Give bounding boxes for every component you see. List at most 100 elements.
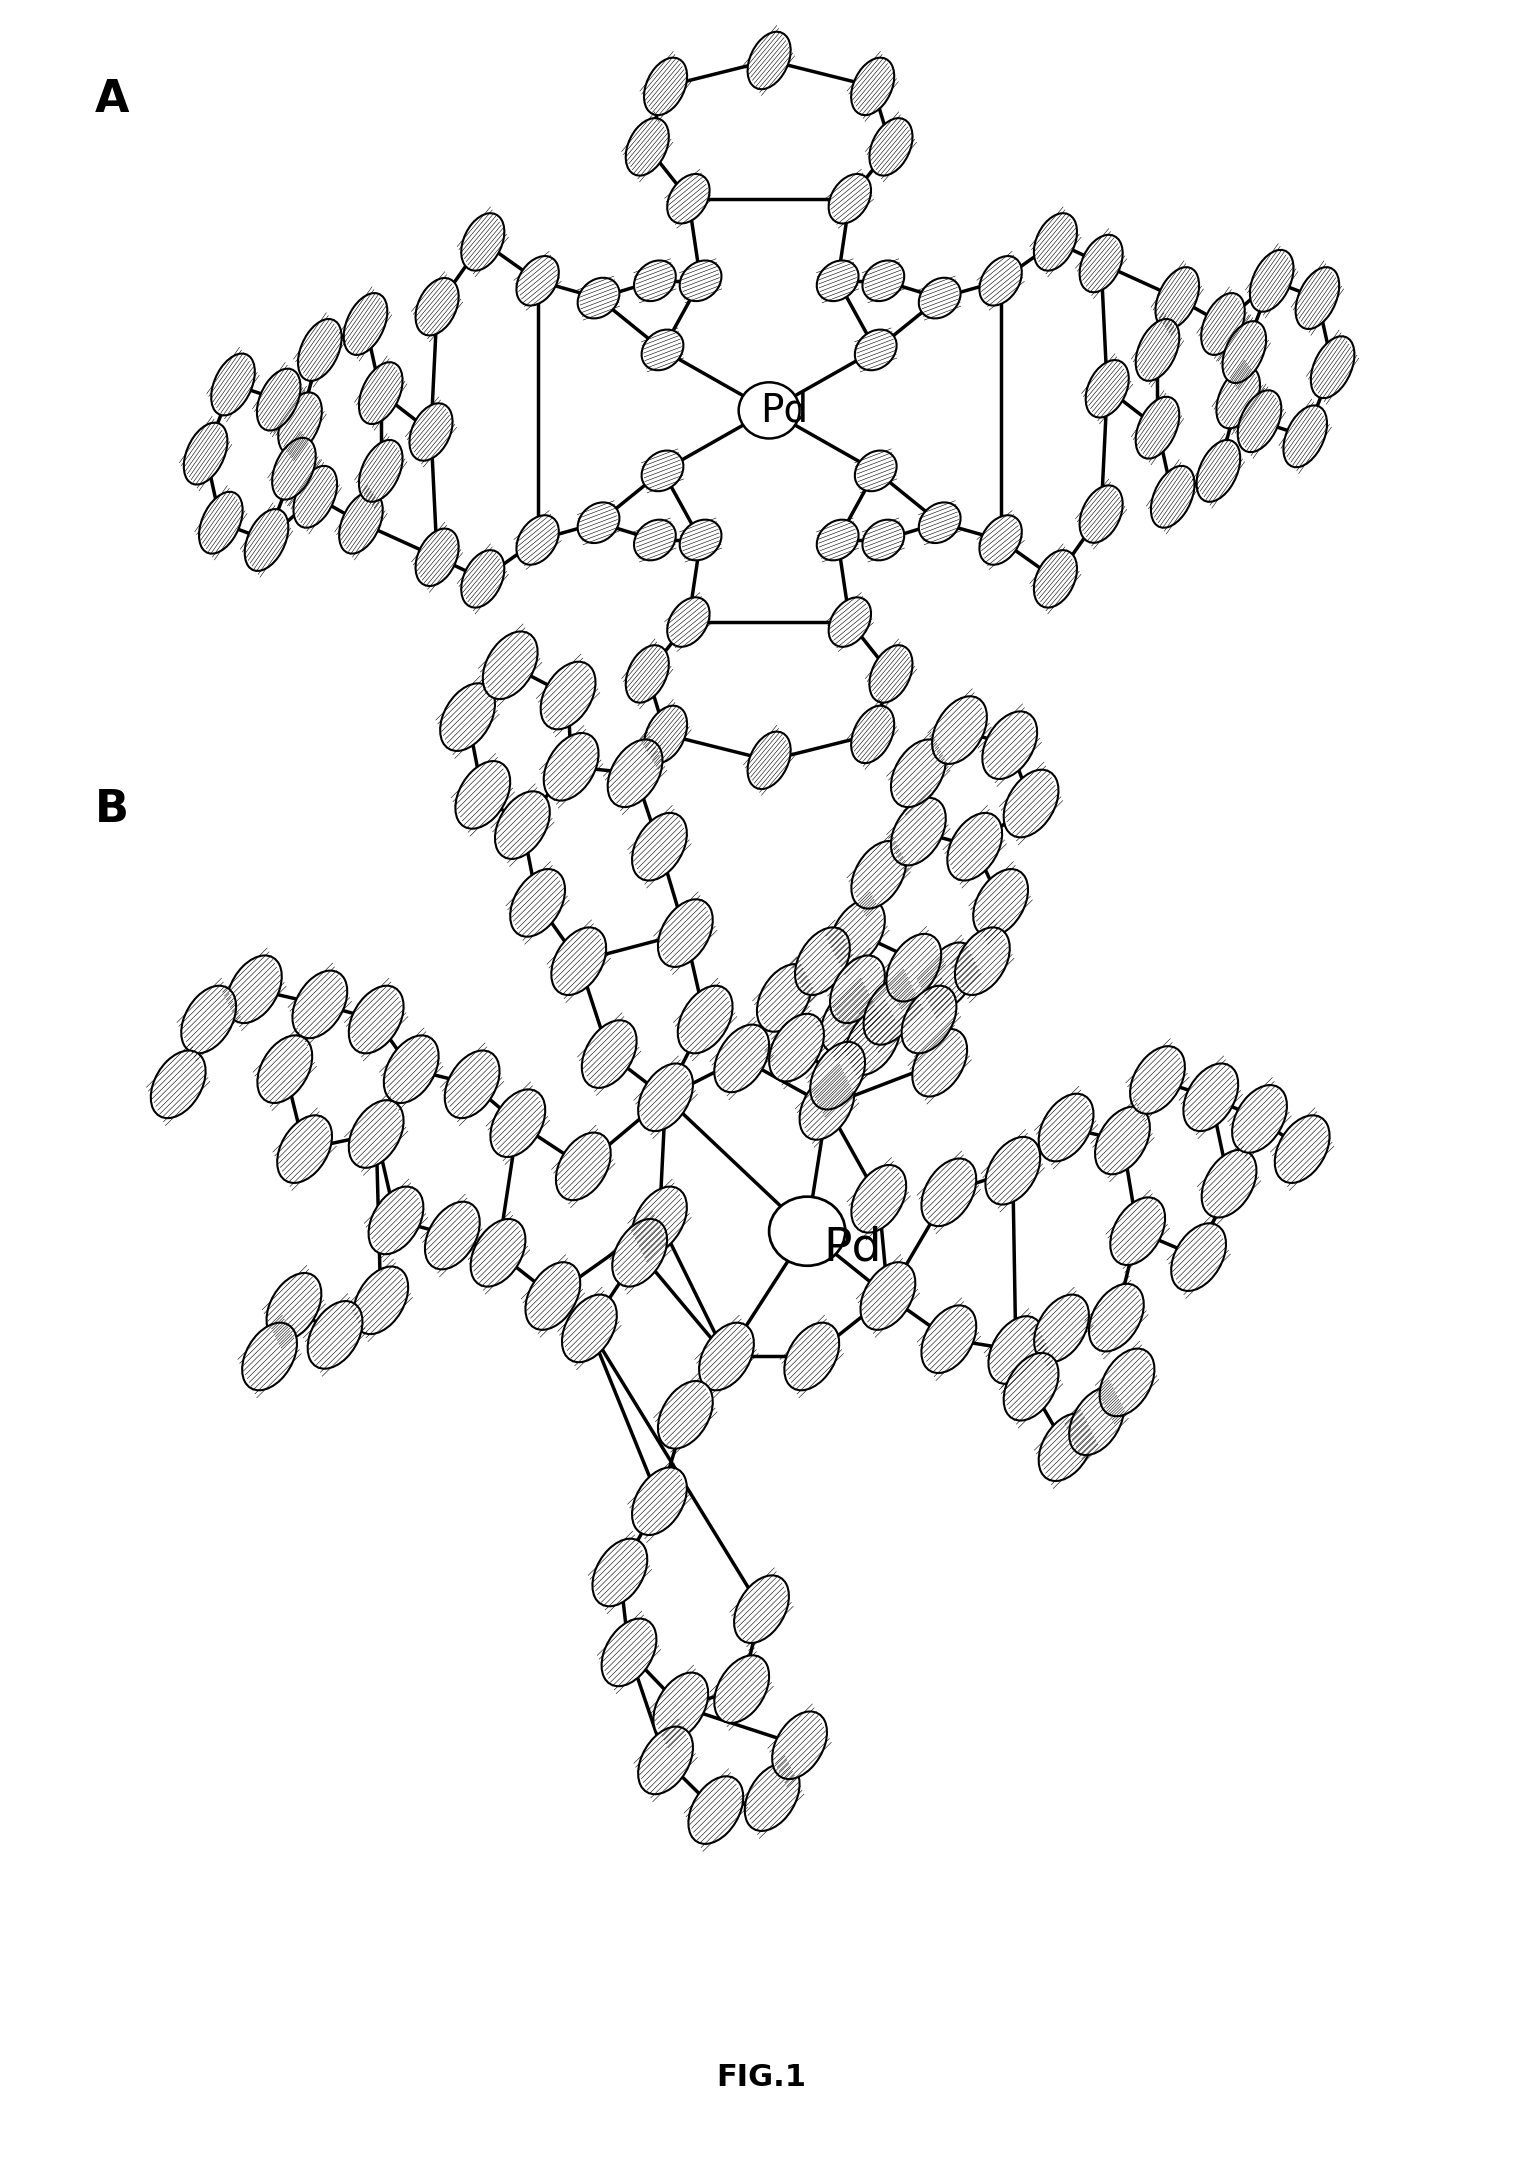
Ellipse shape [626, 119, 669, 175]
Ellipse shape [349, 1099, 404, 1169]
Ellipse shape [784, 1322, 839, 1391]
Text: Pd: Pd [824, 1227, 882, 1270]
Ellipse shape [829, 598, 871, 646]
Ellipse shape [699, 1322, 754, 1391]
Ellipse shape [1100, 1348, 1154, 1417]
Ellipse shape [359, 363, 402, 423]
Ellipse shape [1034, 1294, 1089, 1363]
Ellipse shape [821, 985, 876, 1054]
Ellipse shape [1296, 268, 1339, 328]
Ellipse shape [369, 1186, 423, 1255]
Ellipse shape [359, 441, 402, 501]
Ellipse shape [1197, 441, 1240, 501]
Ellipse shape [1217, 367, 1260, 428]
Ellipse shape [886, 933, 941, 1002]
Ellipse shape [200, 492, 242, 553]
Ellipse shape [632, 812, 687, 881]
Ellipse shape [1232, 1084, 1287, 1153]
Ellipse shape [932, 696, 987, 765]
Ellipse shape [769, 1013, 824, 1082]
Ellipse shape [151, 1050, 206, 1119]
Ellipse shape [1275, 1115, 1330, 1184]
Ellipse shape [445, 1050, 500, 1119]
Ellipse shape [634, 261, 676, 300]
Ellipse shape [679, 261, 722, 300]
Ellipse shape [988, 1315, 1043, 1385]
Ellipse shape [1136, 397, 1179, 458]
Ellipse shape [516, 516, 559, 564]
Ellipse shape [1004, 1352, 1058, 1421]
Ellipse shape [490, 1089, 545, 1158]
Ellipse shape [632, 1467, 687, 1536]
Ellipse shape [1171, 1223, 1226, 1292]
Text: B: B [94, 788, 128, 832]
Ellipse shape [854, 451, 897, 490]
Ellipse shape [854, 330, 897, 369]
Ellipse shape [816, 261, 859, 300]
Ellipse shape [267, 1272, 321, 1341]
Ellipse shape [638, 1726, 693, 1795]
Ellipse shape [851, 706, 894, 762]
Ellipse shape [1156, 268, 1199, 328]
Ellipse shape [1089, 1283, 1144, 1352]
Ellipse shape [1136, 320, 1179, 380]
Ellipse shape [734, 1575, 789, 1644]
Ellipse shape [1238, 391, 1281, 451]
Ellipse shape [864, 976, 918, 1045]
Ellipse shape [592, 1538, 647, 1607]
Ellipse shape [912, 1028, 967, 1097]
Ellipse shape [679, 521, 722, 559]
Ellipse shape [1202, 1149, 1256, 1218]
Ellipse shape [416, 279, 458, 335]
Ellipse shape [644, 706, 687, 762]
Ellipse shape [541, 661, 595, 730]
Ellipse shape [891, 739, 946, 808]
Ellipse shape [1039, 1093, 1094, 1162]
Ellipse shape [851, 840, 906, 909]
Ellipse shape [634, 521, 676, 559]
Ellipse shape [577, 279, 620, 318]
Ellipse shape [440, 683, 495, 752]
Ellipse shape [181, 985, 236, 1054]
Ellipse shape [1004, 769, 1058, 838]
Ellipse shape [1080, 235, 1122, 292]
Ellipse shape [1223, 322, 1266, 382]
Ellipse shape [748, 32, 790, 89]
Ellipse shape [795, 927, 850, 996]
Ellipse shape [1086, 361, 1129, 417]
Ellipse shape [985, 1136, 1040, 1205]
Ellipse shape [212, 354, 254, 415]
Ellipse shape [1095, 1106, 1150, 1175]
Text: A: A [94, 78, 129, 121]
Ellipse shape [1151, 467, 1194, 527]
Ellipse shape [510, 868, 565, 937]
Ellipse shape [279, 393, 321, 454]
Ellipse shape [294, 467, 337, 527]
Ellipse shape [816, 521, 859, 559]
Ellipse shape [714, 1024, 769, 1093]
Ellipse shape [918, 503, 961, 542]
Ellipse shape [667, 598, 710, 646]
Ellipse shape [982, 711, 1037, 780]
Ellipse shape [918, 279, 961, 318]
Ellipse shape [748, 732, 790, 788]
Ellipse shape [739, 382, 800, 438]
Ellipse shape [551, 927, 606, 996]
Ellipse shape [544, 732, 599, 801]
Ellipse shape [461, 214, 504, 270]
Ellipse shape [769, 1197, 845, 1266]
Ellipse shape [678, 985, 733, 1054]
Ellipse shape [495, 791, 550, 860]
Ellipse shape [921, 1158, 976, 1227]
Text: FIG.1: FIG.1 [716, 2063, 807, 2093]
Ellipse shape [772, 1711, 827, 1780]
Ellipse shape [242, 1322, 297, 1391]
Ellipse shape [184, 423, 227, 484]
Ellipse shape [1080, 486, 1122, 542]
Ellipse shape [745, 1763, 800, 1832]
Ellipse shape [653, 1672, 708, 1741]
Ellipse shape [947, 812, 1002, 881]
Ellipse shape [860, 1261, 915, 1331]
Ellipse shape [644, 58, 687, 114]
Ellipse shape [870, 119, 912, 175]
